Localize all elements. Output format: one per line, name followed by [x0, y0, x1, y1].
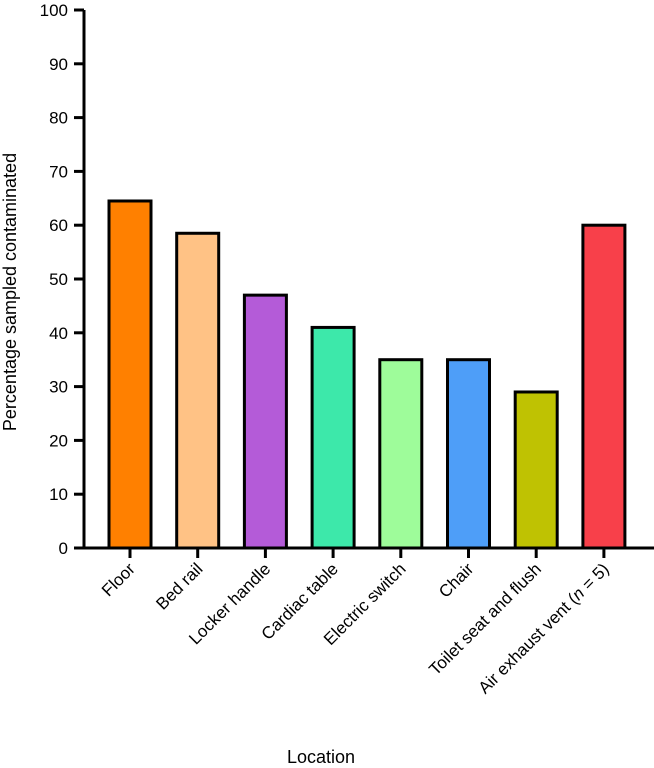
x-axis-title: Location: [287, 747, 355, 767]
bar-bed-rail: [175, 231, 221, 550]
y-tick-label: 90: [49, 55, 68, 74]
x-tick-label: Toilet seat and flush: [425, 559, 545, 679]
x-tick-label: Chair: [435, 559, 477, 601]
y-axis-title: Percentage sampled contaminated: [0, 153, 20, 431]
bars: [107, 199, 627, 550]
y-tick-label: 50: [49, 270, 68, 289]
bar-locker-handle: [242, 293, 288, 550]
bar-air-exhaust-vent-n-5: [581, 223, 627, 550]
bar-cardiac-table: [310, 325, 356, 550]
y-tick-label: 60: [49, 216, 68, 235]
y-tick-label: 0: [59, 539, 68, 558]
x-tick-label: Air exhaust vent (n = 5): [475, 559, 613, 697]
y-tick-label: 40: [49, 324, 68, 343]
y-tick-label: 70: [49, 162, 68, 181]
y-axis: 0 10 20 30 40 50 60 70 80 90 100: [40, 1, 86, 558]
y-tick-label: 10: [49, 485, 68, 504]
bar-electric-switch: [378, 358, 424, 550]
y-tick-label: 20: [49, 431, 68, 450]
bar-floor: [107, 199, 153, 550]
y-tick-label: 80: [49, 109, 68, 128]
bar-toilet-seat-and-flush: [513, 390, 559, 550]
x-tick-label: Bed rail: [152, 559, 206, 613]
bar-chair: [446, 358, 491, 550]
y-tick-label: 100: [40, 1, 68, 20]
y-tick-label: 30: [49, 378, 68, 397]
x-tick-label: Floor: [98, 559, 139, 600]
